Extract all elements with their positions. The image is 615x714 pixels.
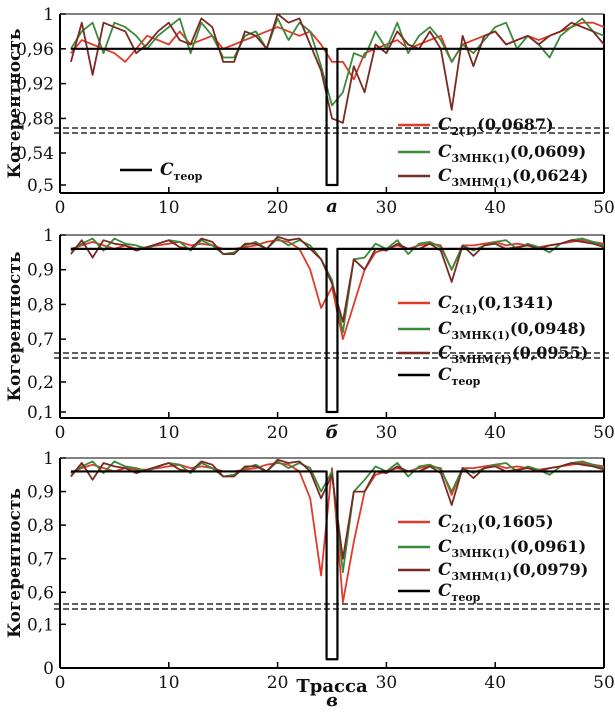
- legend-entry-cmnm: C3МНМ(1)(0,0979): [438, 560, 588, 583]
- y-tick-label: 0,88: [16, 109, 54, 129]
- legend-entry-theory: Cтеор: [438, 581, 481, 604]
- legend-subscript: 3МНК(1): [452, 329, 510, 342]
- x-tick-label: 40: [484, 423, 506, 443]
- legend-entry-c2: C2(1)(0,0687): [438, 115, 554, 138]
- x-axis-label: Трасса: [296, 676, 368, 697]
- legend-value: (0,0624): [512, 166, 588, 185]
- legend-symbol: C: [438, 581, 452, 601]
- x-tick-label: 10: [158, 423, 180, 443]
- x-tick-label: 40: [484, 673, 506, 693]
- legend-value: (0,0609): [510, 142, 586, 161]
- legend-entry-theory: Cтеор: [160, 160, 203, 183]
- legend-symbol: C: [438, 142, 452, 162]
- legend-symbol: C: [438, 343, 452, 363]
- legend-subscript: 3МНК(1): [452, 152, 510, 165]
- legend-value: (0,1605): [477, 512, 553, 531]
- legend-subscript: теор: [174, 170, 203, 183]
- legend-subscript: 2(1): [452, 125, 478, 138]
- y-tick-label: 1: [43, 5, 54, 25]
- legend-subscript: 2(1): [452, 522, 478, 535]
- x-tick-label: 0: [55, 423, 66, 443]
- legend-entry-c2: C2(1)(0,1341): [438, 293, 554, 316]
- y-axis-label: Когерентность: [5, 488, 25, 638]
- legend-subscript: теор: [452, 591, 481, 604]
- legend-entry-cmnk: C3МНК(1)(0,0961): [438, 537, 586, 560]
- x-tick-label: 10: [158, 673, 180, 693]
- y-tick-label: 0,5: [27, 176, 54, 196]
- chart-panel-3: 1 0,9 0,8 0,7 0,6 0,1 00 10 20 30 40 50 Когерентност…: [5, 449, 615, 711]
- y-tick-label: 0,9: [27, 261, 54, 281]
- y-tick-label: 0,1: [27, 615, 54, 635]
- x-tick-label: 50: [593, 198, 615, 218]
- y-tick-label: 0,96: [16, 40, 54, 60]
- y-tick-label: 0,7: [27, 330, 54, 350]
- y-tick-label: 0,9: [27, 483, 54, 503]
- series-line-theory: [70, 47, 604, 187]
- y-tick-label: 0: [43, 659, 54, 679]
- y-tick-label: 0,1: [27, 403, 54, 423]
- chart-panel-2: 1 0,9 0,8 0,7 0,2 0,10 10 20 30 40 50 Когерентность…: [5, 226, 615, 443]
- y-axis-label: Когерентность: [5, 29, 25, 179]
- x-tick-label: 50: [593, 673, 615, 693]
- y-tick-label: 0,92: [16, 75, 54, 95]
- x-tick-label: 10: [158, 198, 180, 218]
- legend-symbol: C: [438, 512, 452, 532]
- y-tick-label: 1: [43, 226, 54, 246]
- y-tick-label: 0,54: [16, 144, 54, 164]
- x-tick-label: 0: [55, 198, 66, 218]
- legend-entry-cmnk: C3МНК(1)(0,0609): [438, 142, 586, 165]
- legend-value: (0,0948): [510, 319, 586, 338]
- y-tick-label: 1: [43, 449, 54, 469]
- y-axis-label: Когерентность: [5, 252, 25, 402]
- y-tick-label: 0,7: [27, 550, 54, 570]
- x-tick-label: 30: [376, 423, 398, 443]
- legend-subscript: 3МНК(1): [452, 547, 510, 560]
- x-tick-label: 20: [267, 198, 289, 218]
- y-tick-label: 0,8: [27, 516, 54, 536]
- series-line-theory: [70, 470, 604, 661]
- legend-value: (0,0687): [477, 115, 553, 134]
- legend-symbol: C: [160, 160, 174, 180]
- legend-entry-cmnm: C3МНМ(1)(0,0955): [438, 343, 588, 366]
- x-tick-label: 50: [593, 423, 615, 443]
- series-line-theory: [70, 247, 604, 414]
- x-tick-label: 0: [55, 673, 66, 693]
- legend-entry-cmnk: C3МНК(1)(0,0948): [438, 319, 586, 342]
- legend-subscript: 3МНМ(1): [452, 176, 512, 189]
- panel-label: а: [326, 196, 338, 217]
- x-tick-label: 20: [267, 423, 289, 443]
- legend-symbol: C: [438, 365, 452, 385]
- y-tick-label: 0,8: [27, 295, 54, 315]
- legend-symbol: C: [438, 319, 452, 339]
- panel-label: б: [326, 422, 339, 443]
- legend-symbol: C: [438, 115, 452, 135]
- legend-symbol: C: [438, 293, 452, 313]
- x-tick-label: 30: [376, 673, 398, 693]
- legend-entry-cmnm: C3МНМ(1)(0,0624): [438, 166, 588, 189]
- legend-subscript: 3МНМ(1): [452, 570, 512, 583]
- legend-symbol: C: [438, 166, 452, 186]
- y-tick-label: 0,6: [27, 583, 54, 603]
- legend-entry-theory: Cтеор: [438, 365, 481, 388]
- x-tick-label: 40: [484, 198, 506, 218]
- panel-label: в: [326, 690, 338, 711]
- legend-subscript: теор: [452, 375, 481, 388]
- x-tick-label: 20: [267, 673, 289, 693]
- legend-value: (0,1341): [477, 293, 553, 312]
- chart-panel-1: 1 0,96 0,92 0,88 0,54 0,50 10 20 30 40 50 Когерентн…: [5, 5, 615, 218]
- legend-value: (0,0979): [512, 560, 588, 579]
- x-tick-label: 30: [376, 198, 398, 218]
- y-tick-label: 0,2: [27, 373, 54, 393]
- legend-symbol: C: [438, 560, 452, 580]
- legend-entry-c2: C2(1)(0,1605): [438, 512, 554, 535]
- legend-value: (0,0961): [510, 537, 586, 556]
- legend-symbol: C: [438, 537, 452, 557]
- legend-value: (0,0955): [512, 343, 588, 362]
- legend-subscript: 3МНМ(1): [452, 353, 512, 366]
- legend-subscript: 2(1): [452, 303, 478, 316]
